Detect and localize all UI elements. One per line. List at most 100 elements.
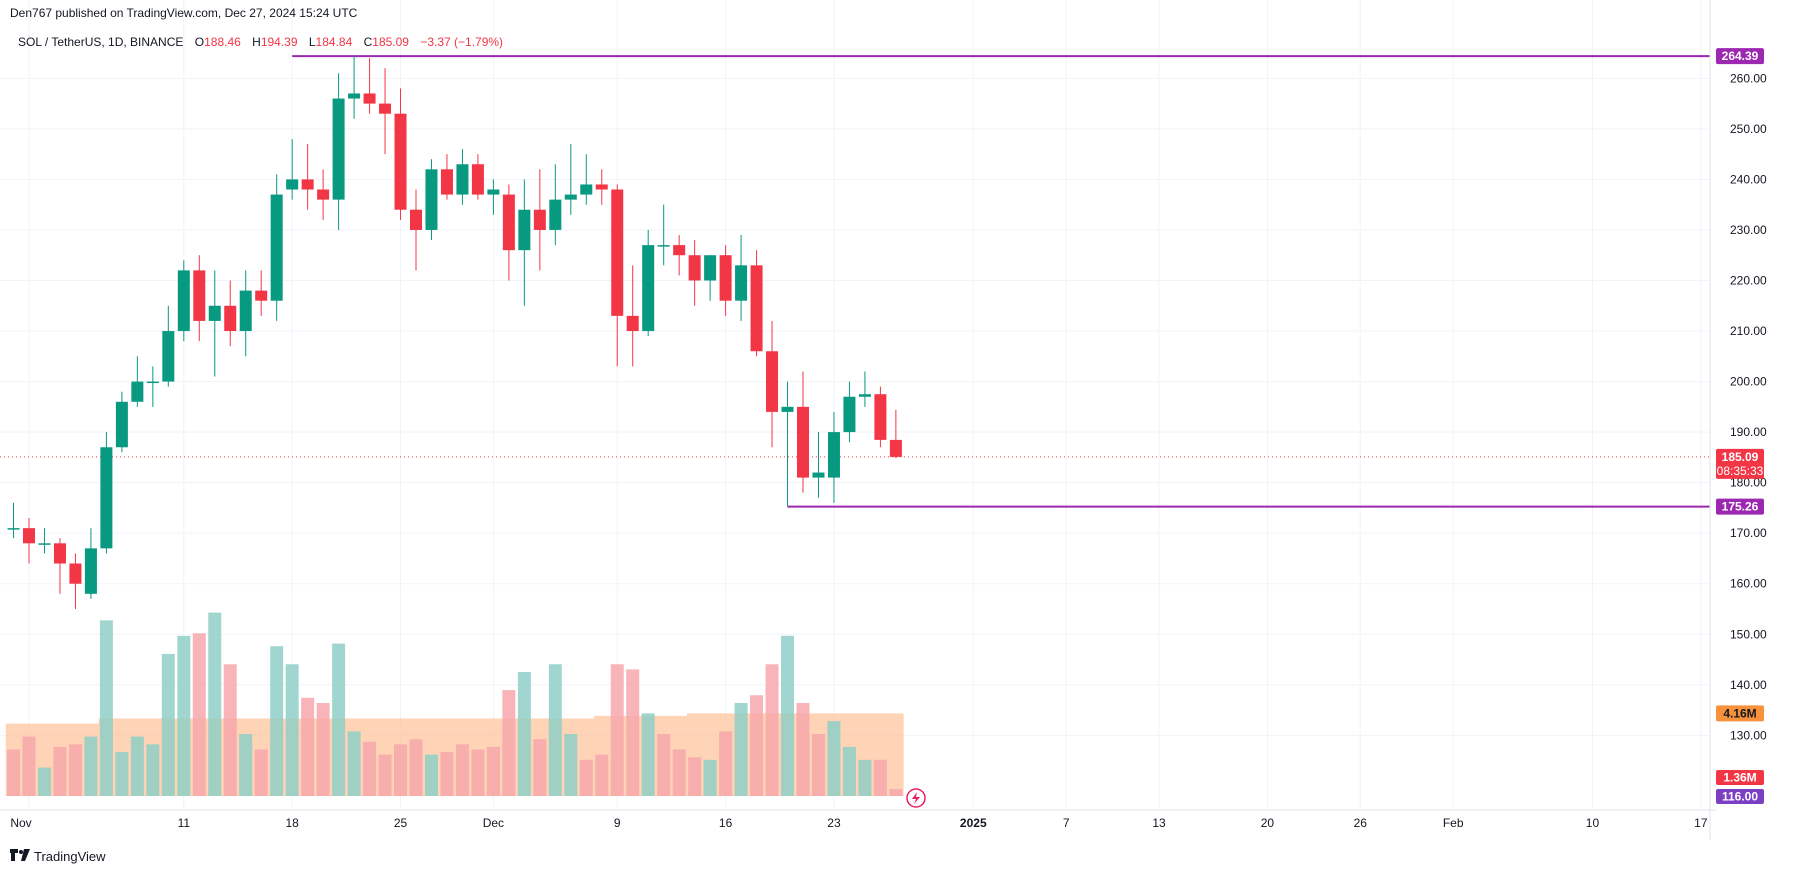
x-tick-label: Nov bbox=[10, 816, 31, 830]
candle-body[interactable] bbox=[100, 447, 113, 549]
volume-bar bbox=[471, 749, 485, 796]
candle-body[interactable] bbox=[843, 396, 856, 433]
candle-body[interactable] bbox=[332, 98, 345, 200]
candle-body[interactable] bbox=[363, 93, 376, 104]
candle-body[interactable] bbox=[750, 265, 763, 352]
volume-bar bbox=[796, 703, 810, 796]
candle-body[interactable] bbox=[471, 164, 484, 195]
candle-body[interactable] bbox=[673, 245, 686, 256]
candle-body[interactable] bbox=[797, 406, 809, 478]
volume-bar bbox=[53, 746, 67, 796]
volume-bar bbox=[316, 703, 330, 796]
y-tick-label: 200.00 bbox=[1730, 375, 1767, 389]
volume-bar bbox=[285, 664, 299, 796]
candle-body[interactable] bbox=[131, 381, 144, 402]
volume-bar bbox=[332, 643, 346, 796]
badge-volume-ma-bg bbox=[1716, 705, 1764, 722]
volume-bar bbox=[703, 759, 717, 796]
candle-body[interactable] bbox=[611, 189, 624, 316]
candle-body[interactable] bbox=[626, 315, 639, 332]
candle-body[interactable] bbox=[549, 199, 562, 230]
candle-body[interactable] bbox=[239, 290, 252, 332]
candle-body[interactable] bbox=[487, 189, 500, 195]
candle-body[interactable] bbox=[440, 169, 453, 195]
candle-body[interactable] bbox=[425, 169, 438, 230]
candle-body[interactable] bbox=[704, 255, 717, 281]
candle-body[interactable] bbox=[317, 189, 330, 200]
candle-body[interactable] bbox=[874, 394, 887, 440]
candle-body[interactable] bbox=[270, 194, 283, 301]
candle-body[interactable] bbox=[115, 401, 128, 448]
candle-body[interactable] bbox=[858, 394, 871, 397]
candle-body[interactable] bbox=[53, 543, 66, 564]
candle-body[interactable] bbox=[580, 184, 593, 195]
candles[interactable] bbox=[7, 56, 902, 609]
volume-bar bbox=[455, 744, 469, 796]
candle-body[interactable] bbox=[348, 93, 361, 99]
candle-body[interactable] bbox=[410, 209, 422, 230]
candle-body[interactable] bbox=[84, 548, 97, 594]
candle-body[interactable] bbox=[518, 209, 531, 251]
candle-body[interactable] bbox=[146, 381, 159, 384]
badge-low-level-bg bbox=[1716, 498, 1764, 515]
candle-body[interactable] bbox=[177, 270, 190, 332]
volume-bar bbox=[409, 739, 423, 796]
y-tick-label: 210.00 bbox=[1730, 324, 1767, 338]
candle-body[interactable] bbox=[827, 432, 840, 478]
volume-bar bbox=[161, 653, 175, 796]
candle-body[interactable] bbox=[456, 164, 469, 195]
badge-low-level: 175.26 bbox=[1722, 500, 1759, 514]
candle-body[interactable] bbox=[7, 528, 20, 530]
candle-body[interactable] bbox=[657, 245, 670, 247]
candle-body[interactable] bbox=[38, 543, 51, 545]
candle-body[interactable] bbox=[286, 179, 299, 190]
volume-bar bbox=[502, 690, 516, 796]
candle-body[interactable] bbox=[812, 472, 825, 478]
x-tick-label: 23 bbox=[827, 816, 841, 830]
candle-body[interactable] bbox=[719, 255, 732, 301]
candle-body[interactable] bbox=[208, 305, 221, 321]
candle-body[interactable] bbox=[735, 265, 748, 301]
badge-last-price: 185.09 bbox=[1722, 450, 1759, 464]
candle-body[interactable] bbox=[224, 305, 237, 332]
volume-bar bbox=[626, 669, 640, 796]
volume-bar bbox=[858, 759, 872, 796]
candle-body[interactable] bbox=[162, 331, 175, 382]
candle-body[interactable] bbox=[502, 194, 515, 251]
tradingview-brand[interactable]: TradingView bbox=[10, 848, 106, 864]
candle-body[interactable] bbox=[766, 351, 779, 412]
candle-body[interactable] bbox=[781, 406, 794, 412]
candle-body[interactable] bbox=[642, 245, 655, 332]
candle-body[interactable] bbox=[564, 194, 577, 200]
low-label: L bbox=[308, 35, 316, 49]
candle-body[interactable] bbox=[193, 270, 206, 321]
volume-bar bbox=[223, 664, 237, 796]
candle-body[interactable] bbox=[533, 209, 546, 230]
x-tick-label: 17 bbox=[1694, 816, 1708, 830]
high-value: 194.39 bbox=[260, 35, 298, 49]
volume-bar bbox=[765, 664, 779, 796]
candle-body[interactable] bbox=[889, 439, 902, 457]
y-tick-label: 130.00 bbox=[1730, 728, 1767, 742]
horizontal-levels[interactable] bbox=[0, 55, 1710, 508]
candle-body[interactable] bbox=[595, 184, 608, 190]
symbol-name[interactable]: SOL / TetherUS, 1D, BINANCE bbox=[18, 35, 184, 49]
y-tick-label: 160.00 bbox=[1730, 577, 1767, 591]
candle-body[interactable] bbox=[301, 179, 314, 190]
badge-countdown: 08:35:33 bbox=[1717, 464, 1764, 478]
y-tick-label: 140.00 bbox=[1730, 678, 1767, 692]
candle-body[interactable] bbox=[23, 528, 35, 544]
volume-bar bbox=[548, 664, 562, 796]
volume-bar bbox=[99, 620, 113, 796]
volume-bar bbox=[486, 746, 500, 796]
candle-body[interactable] bbox=[69, 563, 82, 584]
volume-bar bbox=[68, 744, 82, 796]
badge-volume-ma: 4.16M bbox=[1723, 706, 1756, 720]
candle-body[interactable] bbox=[688, 255, 701, 281]
volume-bar bbox=[672, 749, 686, 796]
candle-body[interactable] bbox=[379, 103, 392, 114]
candle-body[interactable] bbox=[394, 113, 407, 210]
candle-body[interactable] bbox=[255, 290, 268, 301]
